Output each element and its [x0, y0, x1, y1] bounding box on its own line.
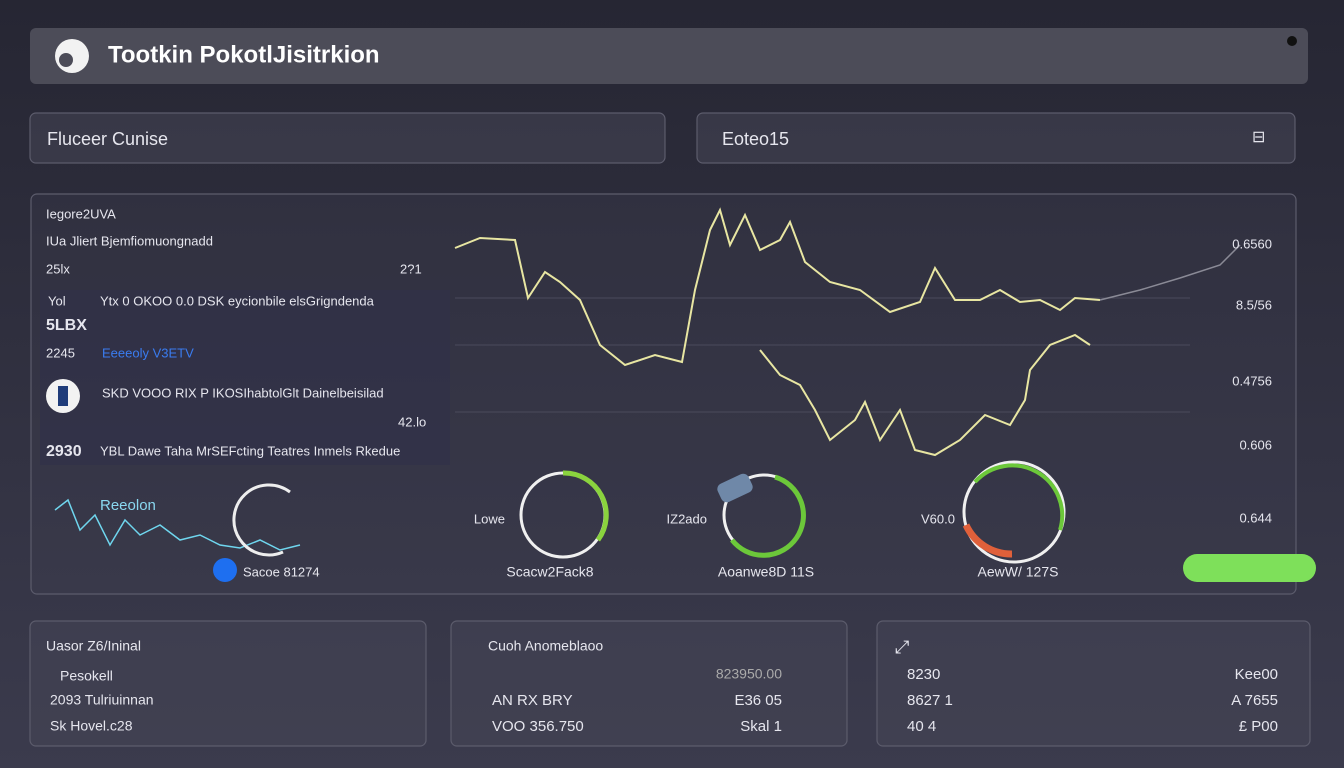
axis-label: 8.5/56: [1236, 297, 1272, 312]
axis-label: 0.4756: [1232, 373, 1272, 388]
card-row: Sk Hovel.c28: [50, 718, 133, 734]
card-cell: 40 4: [907, 718, 936, 735]
card: [450, 620, 848, 747]
card-cell: AN RX BRY: [492, 692, 573, 709]
axis-label: 0.606: [1239, 437, 1272, 452]
panel-line: Iegore2UVA: [46, 206, 116, 221]
card-row: 2093 Tulriuinnan: [50, 692, 154, 708]
gauge-labels: Lowe Scacw2Fack8 IZ2ado Aoanwe8D 11S V60.0 Ae…: [474, 511, 1059, 579]
secondary-line: [759, 333, 1091, 457]
panel-line: Sacoe 81274: [243, 564, 320, 579]
action-button[interactable]: [1183, 554, 1316, 582]
panel-line: 2245: [46, 345, 75, 360]
axis-label: 0.6560: [1232, 236, 1272, 251]
card-cell: E36 05: [734, 692, 782, 709]
price-line: [454, 207, 1101, 367]
field-text: Eoteo15: [722, 129, 789, 149]
card-cell: 8627 1: [907, 692, 953, 709]
header-bar: [30, 28, 1308, 84]
panel-line: Ytx 0 OKOO 0.0 DSK eycionbile elsGrignde…: [100, 293, 375, 308]
gauge-side: IZ2ado: [667, 511, 707, 526]
card-cell: 823950.00: [716, 666, 782, 682]
panel-line: 2?1: [400, 261, 422, 276]
panel-line: Reeolon: [100, 497, 156, 514]
gauge-side: Lowe: [474, 511, 505, 526]
select-field[interactable]: [696, 112, 1296, 164]
panel-text: Iegore2UVA IUa Jliert Bjemfiomuongnadd 25l…: [46, 206, 426, 579]
panel-line: 42.lo: [398, 414, 426, 429]
gauge-fill: [730, 474, 806, 558]
panel-line: IUa Jliert Bjemfiomuongnadd: [46, 233, 213, 248]
card: [29, 620, 427, 747]
gauge-knob: [717, 473, 753, 503]
field-text: Fluceer Cunise: [47, 129, 168, 149]
panel-line: Eeeeoly V3ETV: [102, 345, 194, 360]
avatar-icon: [58, 386, 68, 406]
gauge-side: V60.0: [921, 511, 955, 526]
logo-cut: [59, 53, 73, 67]
panel-line: Yol: [48, 293, 66, 308]
search-field[interactable]: [29, 112, 666, 164]
card-cell: Kee00: [1235, 666, 1278, 683]
axis-label: 0.644: [1239, 510, 1272, 525]
status-dot: [1287, 36, 1297, 46]
text-block: [40, 290, 450, 465]
field-icon: ⊟: [1252, 129, 1265, 146]
panel-line: 5LBX: [46, 317, 87, 334]
card-text: Uasor Z6/Ininal Pesokell 2093 Tulriuinnan S…: [46, 638, 1278, 735]
panel-line: SKD VOOO RIX P IKOSIhabtolGlt Dainelbeis…: [102, 385, 384, 400]
panel-line: YBL Dawe Taha MrSEFcting Teatres Inmels …: [100, 443, 400, 458]
gauge-fill: [562, 470, 609, 542]
card-title: Uasor Z6/Ininal: [46, 638, 141, 654]
panel-line: 2930: [46, 443, 82, 460]
gauge-label: AewW/ 127S: [978, 564, 1059, 580]
gauge-label: Aoanwe8D 11S: [718, 564, 814, 580]
mini-line: [54, 498, 301, 551]
card: [876, 620, 1311, 747]
card-row: Pesokell: [60, 668, 113, 684]
header-title: Tootkin PokotlJisitrkion: [108, 41, 380, 68]
card-cell: A 7655: [1231, 692, 1278, 709]
card-cell: Skal 1: [740, 718, 782, 735]
logo: [55, 39, 89, 73]
gauge-fill: [962, 523, 1013, 558]
status-dot: [213, 558, 237, 582]
card-cell: VOO 356.750: [492, 718, 584, 735]
card-cell: £ P00: [1239, 718, 1278, 735]
mini-gauge: [232, 483, 291, 557]
trend-line: [1099, 244, 1241, 301]
gauge-label: Scacw2Fack8: [506, 564, 593, 580]
card-cell: 8230: [907, 666, 940, 683]
card-title: Cuoh Anomeblaoo: [488, 638, 603, 654]
card-icon: ⤢: [895, 637, 910, 657]
axis-labels: 0.6560 8.5/56 0.4756 0.606 0.644: [1232, 236, 1272, 525]
gauge-fill: [973, 463, 1065, 531]
panel-line: 25lx: [46, 261, 70, 276]
